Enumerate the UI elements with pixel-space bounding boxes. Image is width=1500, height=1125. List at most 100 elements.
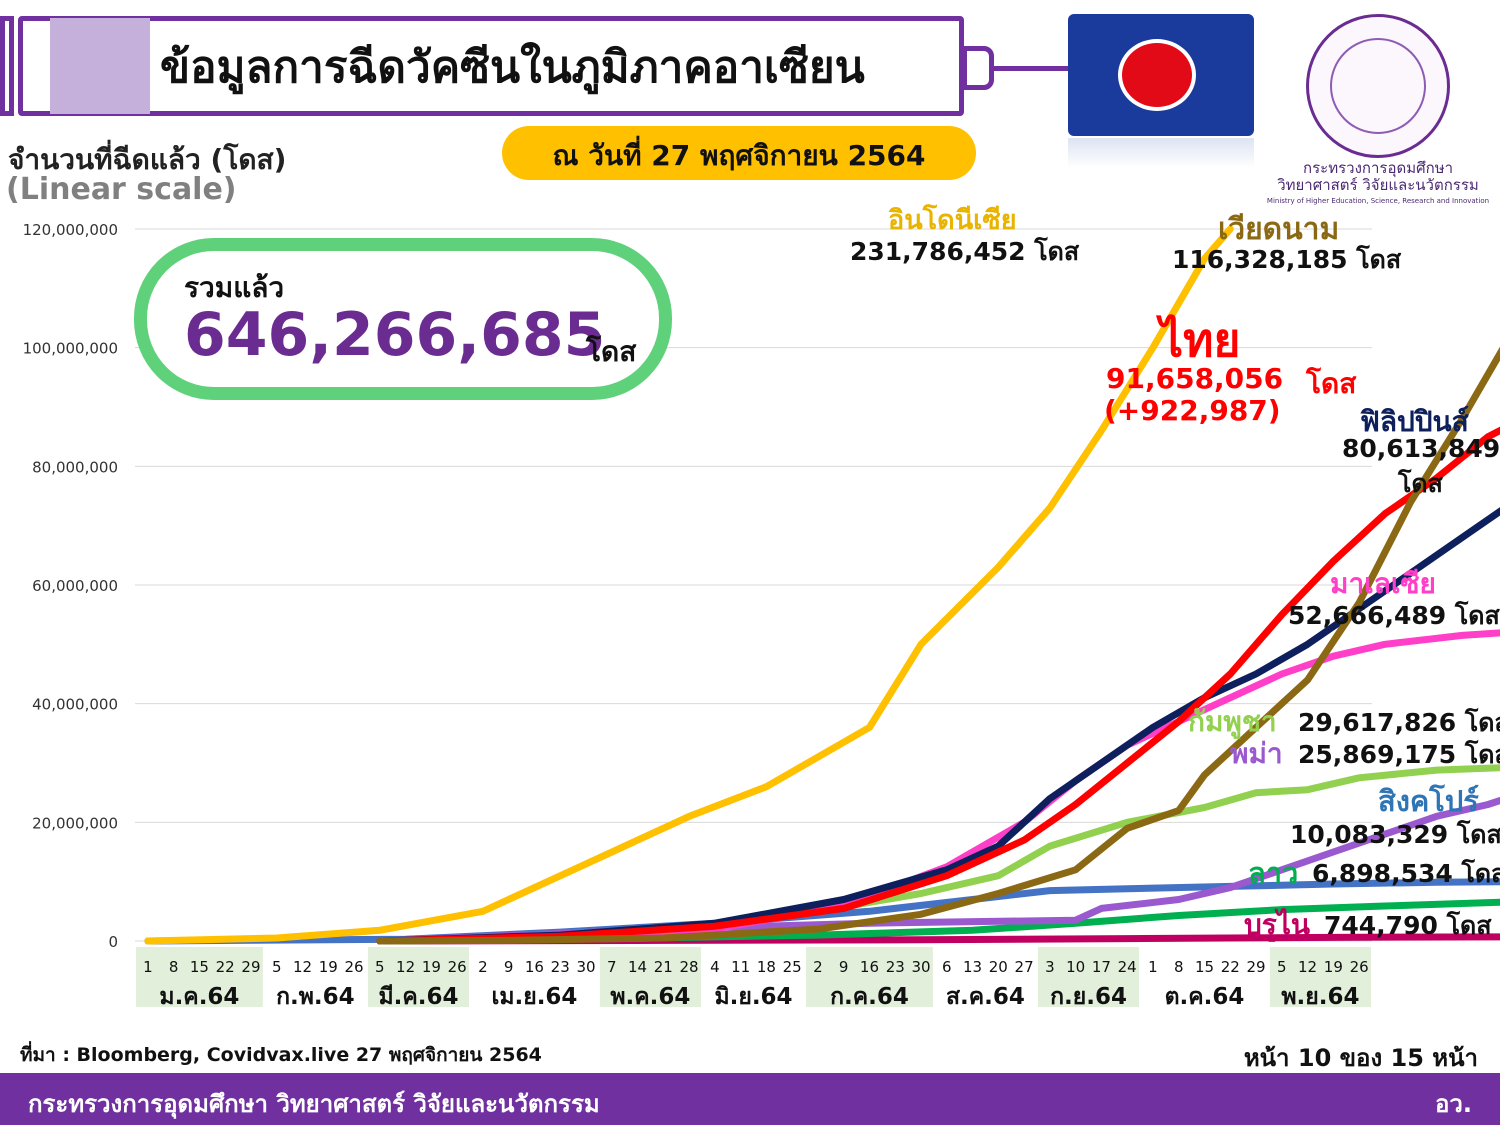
- x-tick-label: 28: [680, 958, 699, 976]
- asean-emblem-icon: [1118, 39, 1196, 111]
- y-tick-label: 80,000,000: [32, 458, 118, 476]
- month-band: [367, 947, 470, 1007]
- ministry-name: กระทรวงการอุดมศึกษา วิทยาศาสตร์ วิจัยและ…: [1250, 160, 1500, 194]
- x-tick-label: 17: [1092, 958, 1111, 976]
- y-tick-label: 0: [108, 933, 118, 951]
- x-tick-label: 5: [1277, 958, 1287, 976]
- month-band: [599, 947, 701, 1007]
- x-tick-label: 19: [422, 958, 441, 976]
- x-tick-label: 26: [345, 958, 364, 976]
- x-tick-label: 16: [525, 958, 544, 976]
- page-title: ข้อมูลการฉีดวัคซีนในภูมิภาคอาเซียน: [160, 42, 865, 93]
- x-tick-label: 7: [607, 958, 617, 976]
- y-axis-label: จำนวนที่ฉีดแล้ว (โดส): [8, 143, 287, 176]
- y-tick-label: 40,000,000: [32, 696, 118, 714]
- x-tick-label: 12: [396, 958, 415, 976]
- label-cambodia-name: กัมพูชา: [1188, 705, 1277, 738]
- y-tick-label: 60,000,000: [32, 577, 118, 595]
- month-label: พ.ย.64: [1281, 984, 1359, 1010]
- x-tick-label: 1: [1148, 958, 1158, 976]
- x-tick-label: 3: [1045, 958, 1055, 976]
- x-tick-label: 8: [1174, 958, 1184, 976]
- syringe-needle: [994, 66, 1074, 71]
- x-tick-label: 23: [886, 958, 905, 976]
- y-tick-label: 20,000,000: [32, 814, 118, 832]
- label-indonesia-value: 231,786,452 โดส: [850, 237, 1080, 266]
- label-indonesia-name: อินโดนีเซีย: [888, 205, 1017, 236]
- x-tick-label: 15: [1195, 958, 1214, 976]
- syringe-plunger: [0, 16, 14, 116]
- footer-code: อว.: [1434, 1090, 1472, 1118]
- x-tick-label: 1: [143, 958, 153, 976]
- x-tick-label: 12: [1298, 958, 1317, 976]
- label-brunei-value: 744,790 โดส: [1324, 911, 1492, 940]
- x-tick-label: 23: [551, 958, 570, 976]
- footer-ministry: กระทรวงการอุดมศึกษา วิทยาศาสตร์ วิจัยและ…: [28, 1090, 600, 1118]
- vaccination-line-chart: 0 20,000,000 40,000,000 60,000,000 80,000,00…: [23, 221, 1500, 1010]
- series-line-vietnam: [376, 346, 1500, 945]
- x-tick-label: 11: [731, 958, 750, 976]
- label-cambodia-value: 29,617,826 โดส: [1298, 708, 1500, 737]
- total-value: 646,266,685: [184, 300, 606, 370]
- x-tick-label: 5: [375, 958, 385, 976]
- ministry-logo-inner: [1330, 38, 1426, 134]
- label-philippines-name: ฟิลิปปินส์: [1360, 405, 1469, 438]
- y-tick-label: 120,000,000: [23, 221, 118, 239]
- total-label: รวมแล้ว: [184, 271, 285, 304]
- label-laos-name: ลาว: [1248, 856, 1299, 890]
- x-tick-label: 13: [963, 958, 982, 976]
- syringe-title-frame: [18, 16, 964, 116]
- month-band: [136, 947, 263, 1007]
- x-tick-label: 9: [504, 958, 514, 976]
- source-note: ที่มา : Bloomberg, Covidvax.live 27 พฤศจ…: [20, 1044, 542, 1066]
- x-tick-label: 18: [757, 958, 776, 976]
- x-tick-label: 2: [478, 958, 488, 976]
- month-band: [1037, 947, 1140, 1007]
- x-tick-label: 10: [1066, 958, 1085, 976]
- footer-bar: [0, 1073, 1500, 1125]
- x-tick-label: 20: [989, 958, 1008, 976]
- month-label: ก.พ.64: [276, 984, 355, 1010]
- series-line-philippines: [376, 507, 1500, 945]
- label-thailand-unit: โดส: [1306, 367, 1357, 400]
- x-tick-label: 6: [942, 958, 952, 976]
- x-tick-label: 19: [319, 958, 338, 976]
- x-tick-label: 9: [839, 958, 849, 976]
- x-tick-label: 22: [216, 958, 235, 976]
- x-tick-label: 25: [783, 958, 802, 976]
- scale-label: (Linear scale): [6, 172, 237, 207]
- x-tick-label: 29: [1246, 958, 1265, 976]
- label-thailand-change: (+922,987): [1104, 394, 1281, 427]
- series-line-myanmar: [376, 796, 1500, 945]
- label-malaysia-name: มาเลเซีย: [1330, 567, 1436, 600]
- month-label: มี.ค.64: [378, 984, 458, 1010]
- x-tick-label: 26: [448, 958, 467, 976]
- date-badge: [502, 126, 976, 180]
- x-tick-label: 5: [272, 958, 282, 976]
- x-tick-label: 2: [813, 958, 823, 976]
- x-tick-label: 19: [1324, 958, 1343, 976]
- month-label: ส.ค.64: [946, 984, 1025, 1010]
- date-text: ณ วันที่ 27 พฤศจิกายน 2564: [552, 139, 926, 172]
- ministry-name-en: Ministry of Higher Education, Science, R…: [1266, 197, 1490, 205]
- x-tick-label: 24: [1118, 958, 1137, 976]
- x-tick-label: 14: [628, 958, 647, 976]
- label-vietnam-value: 116,328,185 โดส: [1172, 245, 1402, 274]
- month-label: ก.ค.64: [830, 984, 909, 1010]
- label-thailand-name: ไทย: [1160, 313, 1241, 367]
- label-malaysia-value: 52,666,489 โดส: [1288, 601, 1500, 630]
- ministry-name-line2: วิทยาศาสตร์ วิจัยและนวัตกรรม: [1277, 176, 1479, 194]
- x-tick-label: 30: [576, 958, 595, 976]
- month-band: [1269, 947, 1371, 1007]
- month-label: มิ.ย.64: [714, 984, 792, 1010]
- month-label: ต.ค.64: [1165, 984, 1245, 1010]
- month-label: เม.ย.64: [491, 984, 577, 1010]
- label-myanmar-value: 25,869,175 โดส: [1298, 740, 1500, 769]
- label-philippines-value: 80,613,849: [1342, 434, 1500, 463]
- x-tick-label: 8: [169, 958, 179, 976]
- x-tick-label: 12: [293, 958, 312, 976]
- syringe-tip: [962, 46, 994, 90]
- x-tick-label: 26: [1350, 958, 1369, 976]
- label-brunei-name: บรูไน: [1244, 908, 1311, 941]
- label-thailand-value: 91,658,056: [1106, 362, 1284, 395]
